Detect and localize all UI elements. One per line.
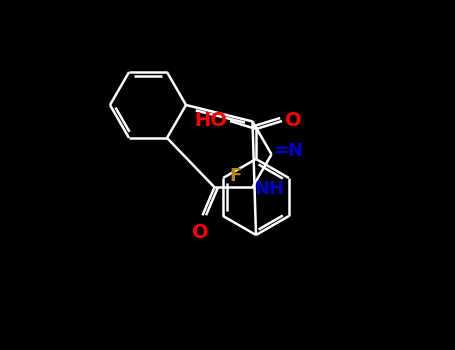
Text: HO: HO [194, 111, 227, 130]
Text: O: O [285, 111, 302, 130]
Text: =N: =N [273, 142, 303, 160]
Text: F: F [229, 167, 241, 185]
Text: NH: NH [254, 180, 284, 198]
Text: O: O [192, 223, 209, 242]
